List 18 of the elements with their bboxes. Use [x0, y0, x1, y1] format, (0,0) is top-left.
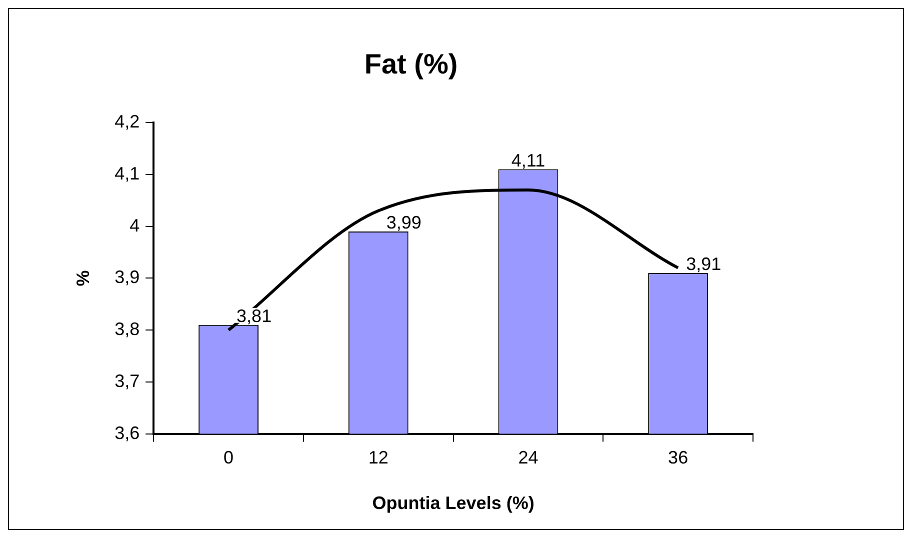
data-label: 3,91: [686, 254, 722, 274]
x-tick-label: 24: [518, 448, 538, 468]
y-tick-label: 3,9: [114, 267, 140, 288]
x-tick-label: 12: [368, 448, 388, 468]
data-label: 4,11: [511, 150, 546, 170]
y-tick-label: 4,2: [114, 112, 140, 132]
y-tick-label: 4,1: [114, 163, 140, 184]
y-tick-label: 3,8: [114, 319, 140, 340]
data-label: 3,81: [236, 306, 272, 326]
y-tick-label: 4: [130, 215, 140, 236]
x-axis-title: Opuntia Levels (%): [372, 493, 534, 514]
data-label: 3,99: [386, 212, 422, 233]
x-tick-label: 36: [668, 448, 688, 468]
y-tick-label: 3,6: [114, 422, 140, 443]
y-axis-title: %: [72, 270, 93, 286]
x-tick-label: 0: [224, 448, 234, 468]
chart-title: Fat (%): [364, 48, 458, 80]
y-tick-label: 3,7: [114, 370, 140, 391]
